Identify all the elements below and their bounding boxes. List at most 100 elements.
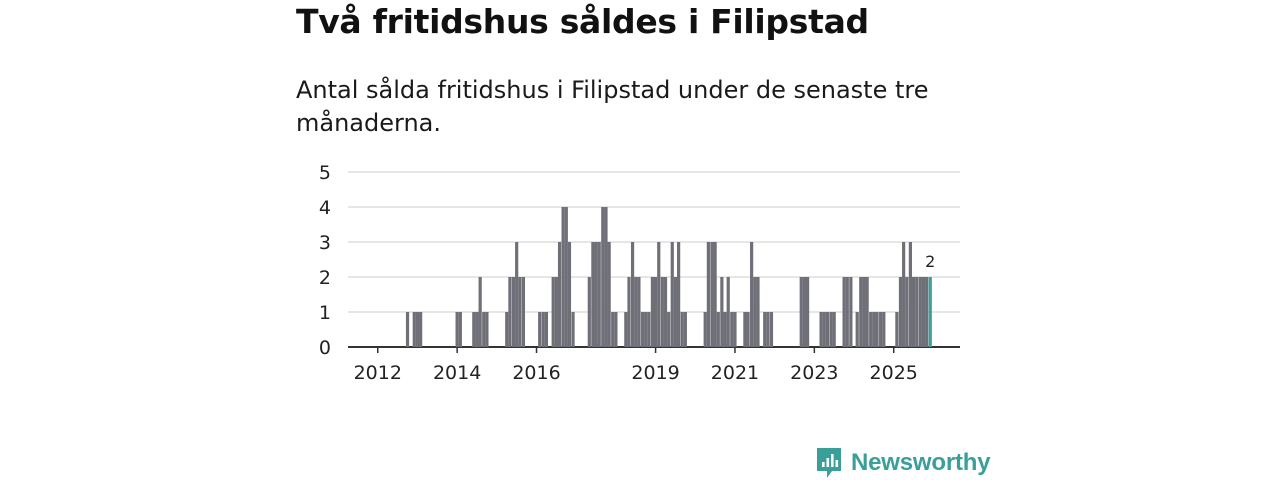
bar — [567, 242, 572, 347]
bar — [908, 242, 912, 347]
bar — [849, 277, 853, 347]
bar — [601, 207, 605, 347]
bar — [806, 277, 810, 347]
bar — [594, 242, 598, 347]
bar — [521, 277, 526, 347]
bar — [845, 277, 849, 347]
bar — [733, 312, 737, 347]
bar — [564, 207, 568, 347]
bar — [766, 312, 770, 347]
bar — [819, 312, 823, 347]
y-axis-ticks: 0 1 2 3 4 5 — [319, 162, 331, 359]
bar — [485, 312, 489, 347]
bar — [541, 312, 545, 347]
bar — [587, 277, 591, 347]
bar — [670, 242, 674, 347]
bar — [921, 277, 926, 347]
bar — [653, 277, 658, 347]
brand-name: Newsworthy — [851, 449, 991, 476]
bar — [647, 312, 651, 347]
bar — [475, 312, 479, 347]
bar — [723, 312, 727, 347]
bar — [544, 312, 549, 347]
bar — [571, 312, 575, 347]
bar — [872, 312, 876, 347]
bar — [673, 277, 678, 347]
chart-subtitle: Antal sålda fritidshus i Filipstad under… — [296, 76, 929, 137]
bar — [518, 277, 522, 347]
bar — [720, 277, 724, 347]
bar — [561, 207, 565, 347]
bar — [624, 312, 628, 347]
bar — [726, 277, 730, 347]
y-tick-label: 1 — [319, 302, 331, 324]
bar — [677, 242, 681, 347]
bar — [855, 312, 859, 347]
bar — [657, 242, 661, 347]
bar — [667, 312, 671, 347]
bar — [915, 277, 919, 347]
y-tick-label: 5 — [319, 162, 331, 184]
bar — [412, 312, 416, 347]
bar — [842, 277, 846, 347]
bar — [862, 277, 866, 347]
bar — [630, 242, 635, 347]
bar — [895, 312, 899, 347]
bar — [706, 242, 710, 347]
bar — [644, 312, 648, 347]
bar — [508, 277, 512, 347]
bar — [763, 312, 767, 347]
bar — [911, 277, 916, 347]
x-tick-label: 2016 — [512, 362, 560, 384]
bar — [882, 312, 886, 347]
newsworthy-logo: Newsworthy — [815, 446, 991, 480]
bar — [611, 312, 615, 347]
bar — [743, 312, 747, 347]
bar — [829, 312, 833, 347]
bar — [551, 277, 555, 347]
y-tick-label: 3 — [319, 232, 331, 254]
bar — [455, 312, 459, 347]
bar — [746, 312, 750, 347]
bar — [614, 312, 618, 347]
x-tick-label: 2012 — [354, 362, 402, 384]
annotations: 2 — [925, 252, 935, 271]
bar — [799, 277, 803, 347]
x-axis-ticks: 2012 2014 2016 2019 2021 2023 2025 — [354, 347, 918, 384]
bar-chart: 0 1 2 3 4 5 2012 2014 2016 2019 2021 2023 2025 2 — [319, 162, 960, 384]
bar — [680, 312, 684, 347]
bar — [898, 277, 903, 347]
bar — [607, 242, 611, 347]
bar — [879, 312, 883, 347]
bars — [405, 207, 932, 347]
chart-title: Två fritidshus såldes i Filipstad — [296, 2, 869, 41]
x-tick-label: 2021 — [711, 362, 759, 384]
bar — [769, 312, 774, 347]
bar — [832, 312, 836, 347]
bar — [557, 242, 562, 347]
bar — [750, 242, 754, 347]
bar — [591, 242, 595, 347]
bar — [730, 312, 734, 347]
newsworthy-logo-icon — [817, 448, 841, 478]
bar — [478, 277, 482, 347]
bar — [918, 277, 922, 347]
latest-value-label: 2 — [925, 252, 935, 271]
bar — [905, 277, 909, 347]
bar — [419, 312, 423, 347]
x-tick-label: 2025 — [870, 362, 918, 384]
y-tick-label: 0 — [319, 337, 331, 359]
bar — [415, 312, 420, 347]
x-tick-label: 2014 — [433, 362, 481, 384]
bar — [505, 312, 509, 347]
bar — [637, 277, 641, 347]
bar — [554, 277, 558, 347]
y-tick-label: 2 — [319, 267, 331, 289]
bar — [627, 277, 631, 347]
y-tick-label: 4 — [319, 197, 331, 219]
bar — [753, 277, 757, 347]
bar — [875, 312, 879, 347]
bar — [925, 277, 929, 347]
bar — [825, 312, 830, 347]
bar — [405, 312, 410, 347]
